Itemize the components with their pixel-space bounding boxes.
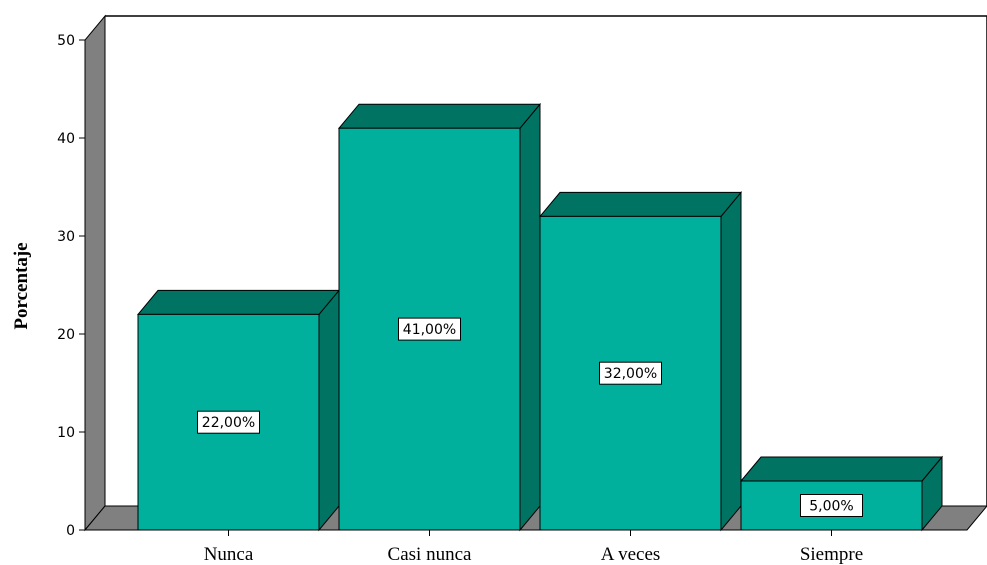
data-label-box bbox=[599, 361, 662, 385]
bar-group: 22,00% bbox=[136, 289, 341, 532]
y-tick-label: 40 bbox=[57, 131, 75, 147]
bar-top bbox=[136, 289, 341, 315]
data-label-box bbox=[800, 494, 863, 517]
bar-top bbox=[337, 103, 542, 129]
left-wall bbox=[84, 14, 106, 532]
y-tick-label: 0 bbox=[66, 523, 75, 539]
data-label: 41,00% bbox=[403, 322, 456, 338]
y-axis: 0 10 20 30 40 50 bbox=[57, 33, 86, 539]
data-label-box bbox=[398, 317, 461, 341]
bar-group: 5,00% bbox=[739, 455, 944, 532]
y-tick-label: 30 bbox=[57, 229, 75, 245]
x-tick-label: Nunca bbox=[204, 544, 254, 565]
bar-side bbox=[318, 289, 340, 532]
x-tick-label: A veces bbox=[601, 544, 661, 565]
bar-group: 32,00% bbox=[538, 191, 743, 532]
data-label: 32,00% bbox=[604, 366, 657, 382]
bars: 22,00% 41,00% 32,00% 5,00% bbox=[136, 102, 944, 532]
data-label: 22,00% bbox=[202, 415, 255, 431]
data-label-box bbox=[197, 410, 260, 434]
bar-side bbox=[720, 191, 742, 532]
data-label: 5,00% bbox=[809, 499, 853, 515]
bar-top bbox=[739, 456, 944, 482]
x-tick-label: Casi nunca bbox=[388, 544, 472, 565]
y-tick-label: 10 bbox=[57, 425, 75, 441]
y-tick-label: 20 bbox=[57, 327, 75, 343]
bar-top bbox=[538, 191, 743, 217]
y-axis-label: Porcentaje bbox=[11, 242, 32, 329]
y-tick-label: 50 bbox=[57, 33, 75, 49]
back-wall-outline bbox=[105, 15, 987, 506]
bar bbox=[740, 480, 923, 531]
bar-group: 41,00% bbox=[337, 102, 542, 532]
bar-side bbox=[519, 102, 541, 532]
x-axis: Nunca Casi nunca A veces Siempre bbox=[85, 529, 967, 565]
x-tick-label: Siempre bbox=[800, 544, 863, 565]
